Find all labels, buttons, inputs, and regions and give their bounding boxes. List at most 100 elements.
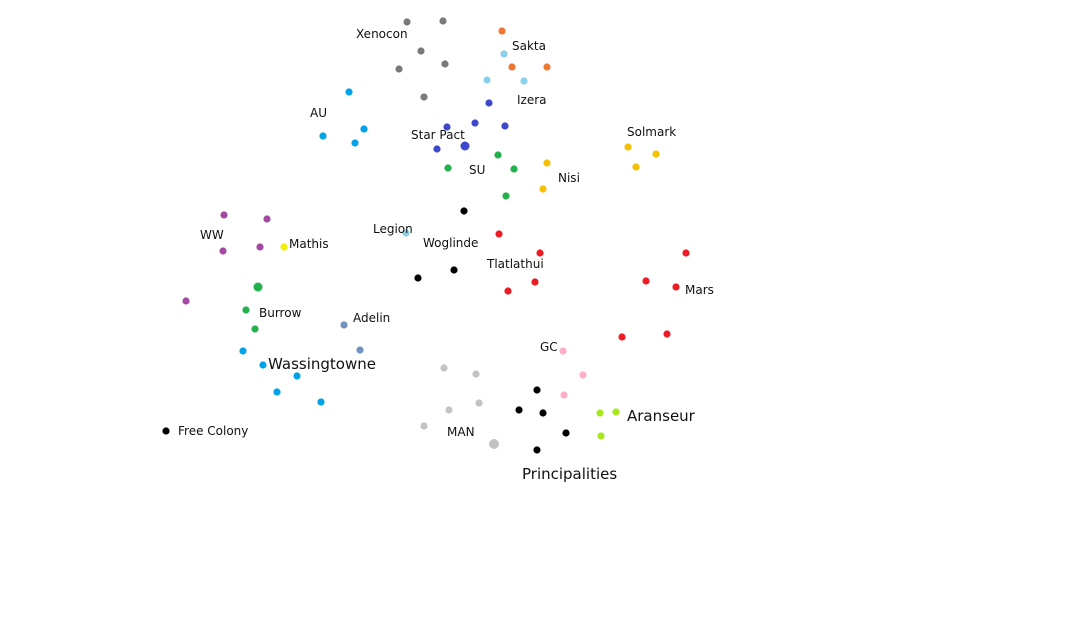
label-nisi: Nisi [558, 171, 580, 185]
label-legion: Legion [373, 222, 413, 236]
label-mathis: Mathis [289, 237, 329, 251]
label-au: AU [310, 106, 327, 120]
dot-principalities-3 [539, 409, 547, 417]
dot-nisi-2 [539, 185, 547, 193]
faction-labels: Xenocon Sakta Izera AU Star Pact Solmark… [178, 27, 714, 483]
dot-man-5 [420, 422, 428, 430]
dot-wassingtowne-2 [259, 361, 267, 369]
label-wassingtowne: Wassingtowne [268, 355, 376, 373]
dot-star-pact-3 [433, 145, 441, 153]
dot-mars-3 [672, 283, 680, 291]
dot-solmark-1 [624, 143, 632, 151]
dot-star-pact-2 [460, 141, 470, 151]
dot-sakta-2 [508, 63, 516, 71]
dot-woglinde-1 [460, 207, 468, 215]
dot-tlatlathui-3 [531, 278, 539, 286]
dot-mars-5 [663, 330, 671, 338]
dot-xenocon-4 [441, 60, 449, 68]
label-ww: WW [200, 228, 224, 242]
dot-gc-3 [560, 391, 568, 399]
dot-burrow-1 [253, 282, 263, 292]
label-sakta: Sakta [512, 39, 546, 53]
dot-mars-2 [642, 277, 650, 285]
dot-xenocon-5 [395, 65, 403, 73]
dot-xenocon-1 [403, 18, 411, 26]
label-free-colony: Free Colony [178, 424, 248, 438]
dot-xenocon-6 [420, 93, 428, 101]
dot-su-2 [444, 164, 452, 172]
label-gc: GC [540, 340, 558, 354]
dot-solmark-3 [632, 163, 640, 171]
label-mars: Mars [685, 283, 714, 297]
dot-su-3 [510, 165, 518, 173]
dot-tlatlathui-1 [495, 230, 503, 238]
dot-man-3 [445, 406, 453, 414]
label-burrow: Burrow [259, 306, 302, 320]
dot-man-6 [489, 439, 499, 449]
dot-ww-2 [263, 215, 271, 223]
dot-wassingtowne-1 [239, 347, 247, 355]
dot-nisi-1 [543, 159, 551, 167]
dot-adelin-1 [340, 321, 348, 329]
dot-au-2 [360, 125, 368, 133]
dot-ww-3 [219, 247, 227, 255]
label-aranseur: Aranseur [627, 407, 696, 425]
dot-su-1 [494, 151, 502, 159]
dot-mars-4 [618, 333, 626, 341]
dot-au-4 [351, 139, 359, 147]
dot-legion-1 [500, 50, 508, 58]
dot-woglinde-3 [450, 266, 458, 274]
label-star-pact: Star Pact [411, 128, 465, 142]
dot-ww-5 [182, 297, 190, 305]
label-principalities: Principalities [522, 465, 617, 483]
dot-man-1 [440, 364, 448, 372]
dot-solmark-2 [652, 150, 660, 158]
dot-principalities-5 [533, 446, 541, 454]
dot-tlatlathui-2 [536, 249, 544, 257]
dot-aranseur-3 [597, 432, 605, 440]
dot-au-3 [319, 132, 327, 140]
dot-principalities-4 [562, 429, 570, 437]
dot-au-1 [345, 88, 353, 96]
label-solmark: Solmark [627, 125, 676, 139]
dot-legion-4 [402, 229, 410, 237]
dot-ww-1 [220, 211, 228, 219]
dot-izera-3 [501, 122, 509, 130]
dot-legion-3 [520, 77, 528, 85]
dot-gc-1 [559, 347, 567, 355]
dot-gc-2 [579, 371, 587, 379]
dot-mars-1 [682, 249, 690, 257]
dot-wassingtowne-3 [293, 372, 301, 380]
label-xenocon: Xenocon [356, 27, 408, 41]
label-izera: Izera [517, 93, 547, 107]
dot-tlatlathui-4 [504, 287, 512, 295]
dot-izera-2 [471, 119, 479, 127]
dot-principalities-1 [533, 386, 541, 394]
dot-wassingtowne-4 [273, 388, 281, 396]
dot-free-colony-1 [162, 427, 170, 435]
dot-sakta-3 [543, 63, 551, 71]
label-woglinde: Woglinde [423, 236, 478, 250]
dot-aranseur-1 [596, 409, 604, 417]
dot-wassingtowne-5 [317, 398, 325, 406]
dot-woglinde-2 [414, 274, 422, 282]
dot-mathis-1 [280, 243, 288, 251]
dot-principalities-2 [515, 406, 523, 414]
dot-xenocon-2 [439, 17, 447, 25]
dot-man-4 [475, 399, 483, 407]
label-tlatlathui: Tlatlathui [486, 257, 544, 271]
faction-dots [162, 17, 690, 454]
label-su: SU [469, 163, 485, 177]
dot-xenocon-3 [417, 47, 425, 55]
label-adelin: Adelin [353, 311, 390, 325]
dot-legion-2 [483, 76, 491, 84]
label-man: MAN [447, 425, 475, 439]
dot-sakta-1 [498, 27, 506, 35]
dot-aranseur-2 [612, 408, 620, 416]
dot-burrow-3 [251, 325, 259, 333]
dot-star-pact-1 [443, 123, 451, 131]
dot-burrow-2 [242, 306, 250, 314]
dot-adelin-2 [356, 346, 364, 354]
